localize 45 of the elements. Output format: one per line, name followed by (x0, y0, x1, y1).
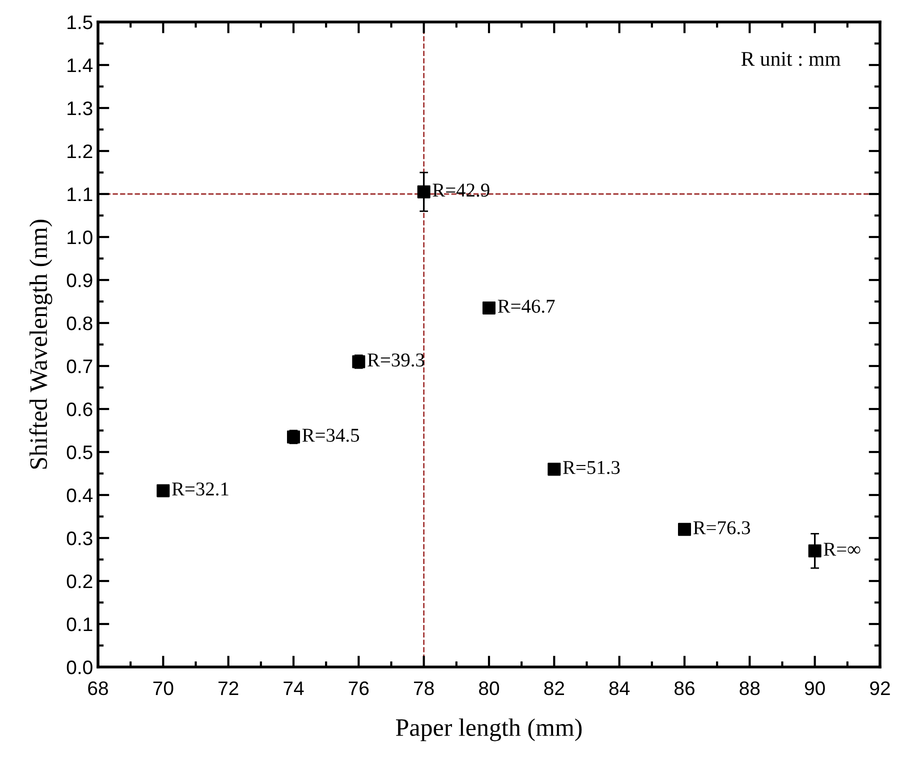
x-tick-label: 68 (88, 681, 108, 696)
x-tick-label: 70 (153, 681, 174, 696)
x-tick-label: 80 (479, 681, 500, 696)
y-tick-label: 1.5 (68, 16, 92, 30)
annotation: R=34.5 (302, 428, 360, 442)
y-tick-label: 0.6 (66, 402, 92, 416)
y-tick-label: 0.8 (66, 316, 92, 330)
x-tick-label: 74 (284, 682, 304, 695)
annotation: R unit : mm (741, 52, 841, 66)
y-tick-label: 1.3 (68, 101, 92, 116)
annotation: R=76.3 (693, 521, 750, 534)
y-tick-label: 0.2 (66, 574, 92, 588)
x-axis-title: Paper length (mm) (396, 718, 582, 742)
y-tick-label: 0.0 (66, 660, 92, 674)
x-tick-label: 86 (674, 681, 694, 696)
y-tick-label: 1.0 (68, 230, 92, 244)
point (417, 185, 430, 198)
y-tick-label: 0.7 (66, 359, 92, 374)
point (808, 544, 822, 558)
annotation: R=∞ (824, 542, 860, 556)
point (482, 301, 496, 314)
x-tick-label: 72 (218, 681, 238, 695)
y-tick-label: 1.1 (68, 188, 92, 202)
y-tick-label: 0.3 (66, 531, 92, 546)
y-axis-title: Shifted Wavelength (nm) (29, 220, 52, 469)
x-tick-label: 90 (804, 681, 825, 696)
annotation: R=32.1 (172, 482, 228, 496)
x-tick-label: 78 (414, 681, 434, 696)
y-tick-label: 0.1 (66, 617, 92, 632)
point (548, 462, 561, 476)
annotation: R=46.7 (498, 300, 555, 313)
x-tick-label: 76 (348, 681, 369, 696)
x-tick-label: 84 (609, 681, 630, 696)
y-tick-label: 1.4 (68, 58, 93, 72)
y-tick-label: 0.4 (66, 488, 93, 502)
y-tick-label: 1.2 (68, 144, 92, 158)
x-tick-label: 92 (870, 681, 890, 696)
point (156, 484, 170, 498)
y-tick-label: 0.9 (66, 273, 92, 288)
y-tick-label: 0.5 (66, 445, 92, 460)
x-tick-label: 82 (544, 681, 564, 696)
point (678, 522, 692, 536)
x-tick-label: 88 (740, 681, 760, 696)
annotation: R=51.3 (563, 461, 620, 474)
annotation: R=39.3 (368, 354, 424, 367)
